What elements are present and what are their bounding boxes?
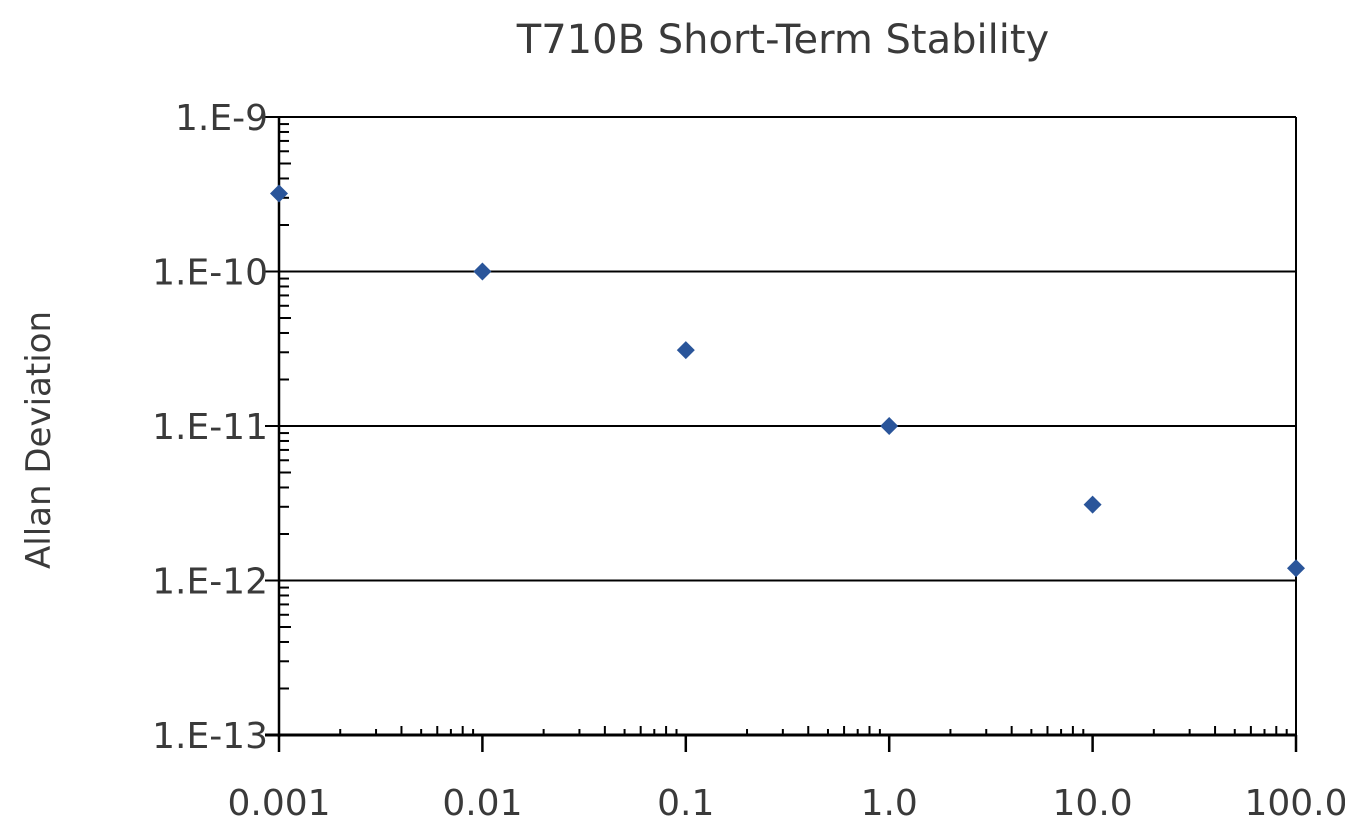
x-tick-label: 100.0 bbox=[1244, 783, 1345, 824]
x-tick-label: 0.001 bbox=[227, 783, 330, 824]
x-tick-label: 0.1 bbox=[657, 783, 714, 824]
y-tick-label: 1.E-9 bbox=[175, 98, 268, 139]
chart-title: T710B Short-Term Stability bbox=[516, 17, 1049, 63]
data-point bbox=[1287, 559, 1305, 578]
x-tick-label: 0.01 bbox=[442, 783, 522, 824]
data-point bbox=[270, 184, 288, 203]
data-point bbox=[1083, 495, 1102, 514]
x-tick-label: 10.0 bbox=[1053, 783, 1133, 824]
y-tick-label: 1.E-11 bbox=[152, 407, 268, 448]
y-axis-label: Allan Deviation bbox=[19, 311, 59, 569]
data-point bbox=[473, 262, 492, 281]
x-tick-label: 1.0 bbox=[861, 783, 918, 824]
y-tick-label: 1.E-12 bbox=[152, 562, 268, 603]
data-point bbox=[880, 417, 899, 435]
y-tick-label: 1.E-13 bbox=[152, 716, 268, 757]
y-tick-label: 1.E-10 bbox=[152, 253, 268, 294]
data-point bbox=[676, 341, 695, 360]
